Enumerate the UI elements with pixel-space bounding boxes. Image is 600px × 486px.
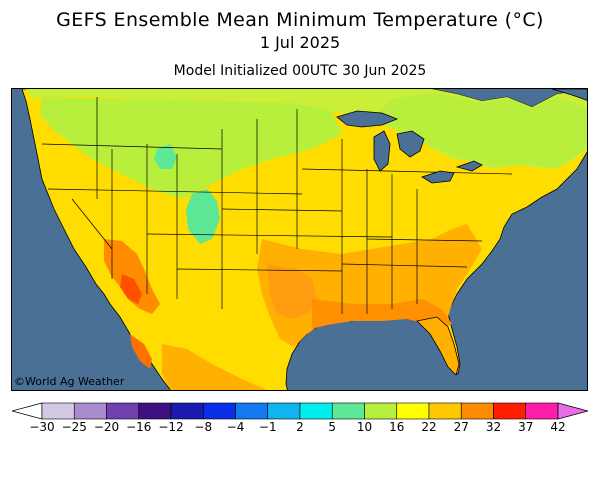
montana-cool-zone [154, 144, 177, 169]
scale-tick-label: −25 [61, 420, 87, 434]
scale-tick-label: 16 [389, 420, 405, 434]
florida [416, 316, 460, 376]
scale-cell [235, 402, 269, 420]
map-canvas [12, 89, 587, 390]
great-lakes [336, 89, 587, 184]
southwest-hot-zone [104, 239, 160, 314]
map-credit: ©World Ag Weather [14, 375, 125, 388]
scale-cell [106, 402, 140, 420]
scale-tick-label: −4 [226, 420, 245, 434]
scale-tick-label: −1 [258, 420, 277, 434]
scale-cell [364, 402, 398, 420]
scale-tick-label: −8 [194, 420, 213, 434]
scale-cell [73, 402, 107, 420]
scale-cell [299, 402, 333, 420]
temperature-map: ©World Ag Weather [11, 88, 588, 391]
scale-arrow-left [12, 402, 43, 420]
scale-arrow-right [557, 402, 588, 420]
texas-warm-zone [267, 264, 317, 319]
rockies-cool-zone [186, 189, 220, 244]
state-borders [41, 97, 513, 314]
scale-cell [202, 402, 236, 420]
scale-cell [428, 402, 462, 420]
scale-tick-label: 2 [296, 420, 304, 434]
scale-cells [41, 402, 559, 420]
scale-cell [396, 402, 430, 420]
scale-tick-label: 22 [421, 420, 437, 434]
scale-tick-label: −16 [126, 420, 152, 434]
model-init-text: Model Initialized 00UTC 30 Jun 2025 [173, 63, 427, 79]
color-scale-bar [12, 402, 588, 420]
scale-cell [493, 402, 527, 420]
northeast-cool-zone [372, 93, 587, 169]
scale-tick-label: 5 [328, 420, 337, 434]
scale-tick-labels: −30 −25 −20 −16 −12 −8 −4 −1 2 5 10 16 22 27 32 37 42 [0, 420, 600, 436]
mexico-warm-zone [162, 344, 268, 390]
scale-tick-label: −20 [93, 420, 120, 434]
valid-date: 1 Jul 2025 [259, 33, 341, 52]
scale-tick-label: 27 [453, 420, 469, 434]
scale-tick-label: −30 [29, 420, 55, 434]
desert-hot-core [120, 274, 142, 304]
map-title: GEFS Ensemble Mean Minimum Temperature (… [56, 9, 544, 31]
scale-tick-label: 37 [518, 420, 534, 434]
scale-tick-label: −12 [158, 420, 184, 434]
scale-cell [267, 402, 301, 420]
scale-cell [525, 402, 559, 420]
scale-cell [138, 402, 172, 420]
scale-tick-label: 10 [356, 420, 373, 434]
scale-cell [331, 402, 365, 420]
scale-cell [170, 402, 204, 420]
baja-hot-zone [130, 334, 152, 369]
scale-cell [41, 402, 75, 420]
scale-tick-label: 42 [550, 420, 566, 434]
scale-cell [460, 402, 494, 420]
scale-tick-label: 32 [485, 420, 502, 434]
